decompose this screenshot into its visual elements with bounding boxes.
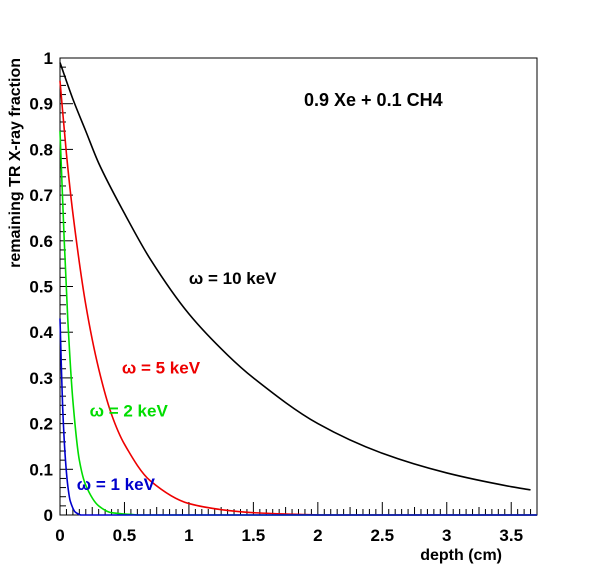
x-tick-label: 0.5 [113, 526, 137, 545]
series-lines [59, 62, 537, 516]
y-tick-label: 1 [44, 49, 53, 68]
annotations: ω = 10 keV ω = 5 keV ω = 2 keV ω = 1 keV [77, 269, 277, 494]
series-line-3 [59, 318, 537, 516]
y-tick-label: 0.4 [29, 323, 53, 342]
curve-label-1: ω = 5 keV [122, 358, 201, 377]
y-tick-label: 0.2 [29, 415, 53, 434]
chart-title: 0.9 Xe + 0.1 CH4 [304, 90, 443, 110]
x-tick-label: 3 [442, 526, 451, 545]
y-axis-title: remaining TR X-ray fraction [7, 58, 24, 268]
x-tick-label: 3.5 [499, 526, 523, 545]
x-tick-labels: 0 0.5 1 1.5 2 2.5 3 3.5 [55, 526, 523, 545]
x-tick-label: 2.5 [370, 526, 394, 545]
plot-frame [59, 57, 538, 516]
x-tick-label: 2 [313, 526, 322, 545]
y-tick-label: 0.6 [29, 232, 53, 251]
series-line-2 [59, 131, 537, 516]
y-tick-label: 0 [44, 506, 53, 525]
x-tick-label: 0 [55, 526, 64, 545]
y-tick-label: 0.8 [29, 140, 53, 159]
y-tick-label: 0.1 [29, 460, 53, 479]
y-tick-label: 0.3 [29, 369, 53, 388]
ticks [59, 57, 532, 516]
x-tick-label: 1 [184, 526, 193, 545]
x-axis-title: depth (cm) [420, 547, 502, 564]
y-tick-label: 0.9 [29, 95, 53, 114]
curve-label-0: ω = 10 keV [189, 269, 277, 288]
curve-label-3: ω = 1 keV [77, 475, 156, 494]
y-tick-label: 0.5 [29, 278, 53, 297]
series-line-1 [59, 80, 537, 516]
curve-label-2: ω = 2 keV [90, 402, 169, 421]
y-tick-label: 0.7 [29, 186, 53, 205]
series-line-0 [59, 62, 531, 491]
y-tick-labels: 0 0.1 0.2 0.3 0.4 0.5 0.6 0.7 0.8 0.9 1 [29, 49, 53, 525]
x-tick-label: 1.5 [242, 526, 266, 545]
